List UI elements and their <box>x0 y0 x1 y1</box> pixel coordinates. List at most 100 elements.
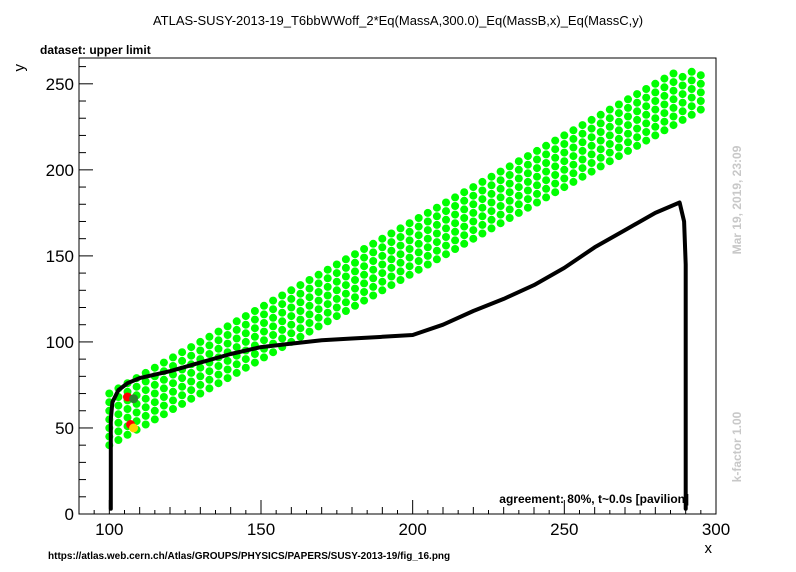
exclusion-contour <box>108 200 688 511</box>
allowed-point <box>287 294 296 303</box>
allowed-point <box>405 253 414 262</box>
allowed-point <box>533 146 541 155</box>
allowed-point <box>578 164 587 173</box>
allowed-point <box>451 245 460 253</box>
allowed-point <box>223 339 232 348</box>
allowed-point <box>314 322 323 331</box>
allowed-point <box>633 141 642 150</box>
allowed-point <box>542 193 551 202</box>
allowed-point <box>505 214 514 222</box>
y-tick-label: 50 <box>55 419 74 438</box>
allowed-point <box>241 320 250 329</box>
allowed-point <box>660 126 669 135</box>
allowed-point <box>314 288 323 296</box>
allowed-point <box>514 200 523 209</box>
allowed-point <box>241 337 250 346</box>
allowed-point <box>351 293 359 302</box>
allowed-point <box>551 162 560 171</box>
allowed-point <box>633 98 642 107</box>
allowed-point <box>396 241 405 250</box>
allowed-point <box>487 198 496 207</box>
y-tick-label: 0 <box>65 505 74 524</box>
allowed-point <box>587 115 596 124</box>
allowed-point <box>205 350 214 358</box>
allowed-point <box>260 301 268 310</box>
allowed-point <box>669 121 678 130</box>
allowed-point <box>660 83 669 92</box>
allowed-point <box>278 334 287 343</box>
allowed-point <box>123 413 132 422</box>
chart-subtitle: dataset: upper limit <box>40 43 151 57</box>
allowed-point <box>624 103 632 112</box>
plot-frame <box>78 57 717 515</box>
allowed-point <box>624 95 632 104</box>
allowed-point <box>360 262 369 271</box>
allowed-point <box>487 224 496 233</box>
allowed-point <box>514 208 523 217</box>
allowed-point <box>123 405 132 413</box>
allowed-point <box>387 272 396 281</box>
allowed-point <box>460 239 469 248</box>
allowed-point <box>533 164 541 173</box>
allowed-point <box>414 265 423 274</box>
allowed-point <box>578 129 587 138</box>
allowed-point <box>396 258 405 267</box>
allowed-point <box>232 325 241 334</box>
allowed-point <box>624 112 632 121</box>
allowed-point <box>141 377 150 386</box>
allowed-point <box>178 374 187 383</box>
allowed-point <box>633 133 642 142</box>
allowed-point <box>260 336 268 345</box>
allowed-point <box>523 160 532 169</box>
y-tick-label: 200 <box>46 161 74 180</box>
allowed-point <box>469 217 478 226</box>
allowed-point <box>196 363 205 372</box>
allowed-point <box>332 269 341 278</box>
allowed-point <box>687 76 696 85</box>
allowed-point <box>560 131 569 140</box>
allowed-point <box>314 279 323 288</box>
allowed-point <box>533 189 541 198</box>
allowed-point <box>442 241 450 250</box>
allowed-point <box>141 394 150 403</box>
allowed-point <box>278 300 287 309</box>
allowed-point <box>287 286 296 295</box>
allowed-point <box>614 134 623 143</box>
allowed-point <box>496 184 505 193</box>
allowed-point <box>578 138 587 147</box>
allowed-point <box>578 146 587 155</box>
x-tick-label: 100 <box>95 520 123 539</box>
allowed-point <box>451 227 460 236</box>
allowed-point <box>533 181 541 190</box>
allowed-point <box>351 258 359 267</box>
allowed-point <box>505 171 514 179</box>
allowed-point <box>305 319 314 327</box>
allowed-point <box>414 257 423 265</box>
allowed-point <box>669 78 678 87</box>
y-tick-label: 100 <box>46 333 74 352</box>
chart-title: ATLAS-SUSY-2013-19_T6bbWWoff_2*Eq(MassA,… <box>153 13 643 28</box>
allowed-point <box>187 368 196 377</box>
allowed-point <box>478 203 487 212</box>
allowed-point <box>241 363 250 372</box>
allowed-point <box>414 248 423 257</box>
allowed-point <box>305 276 314 284</box>
allowed-point <box>250 358 259 367</box>
allowed-point <box>514 157 523 166</box>
allowed-point <box>460 196 469 205</box>
y-tick-label: 150 <box>46 247 74 266</box>
allowed-point <box>414 231 423 240</box>
allowed-point <box>360 279 369 288</box>
allowed-point <box>496 176 505 185</box>
allowed-point <box>687 85 696 93</box>
allowed-point <box>678 115 687 124</box>
allowed-point <box>414 214 423 222</box>
allowed-point <box>442 233 450 241</box>
allowed-point <box>187 394 196 403</box>
allowed-point <box>696 105 705 114</box>
allowed-point <box>596 128 605 136</box>
allowed-point <box>560 165 569 174</box>
allowed-point <box>660 117 669 126</box>
allowed-point <box>569 169 578 178</box>
allowed-point <box>169 379 177 388</box>
